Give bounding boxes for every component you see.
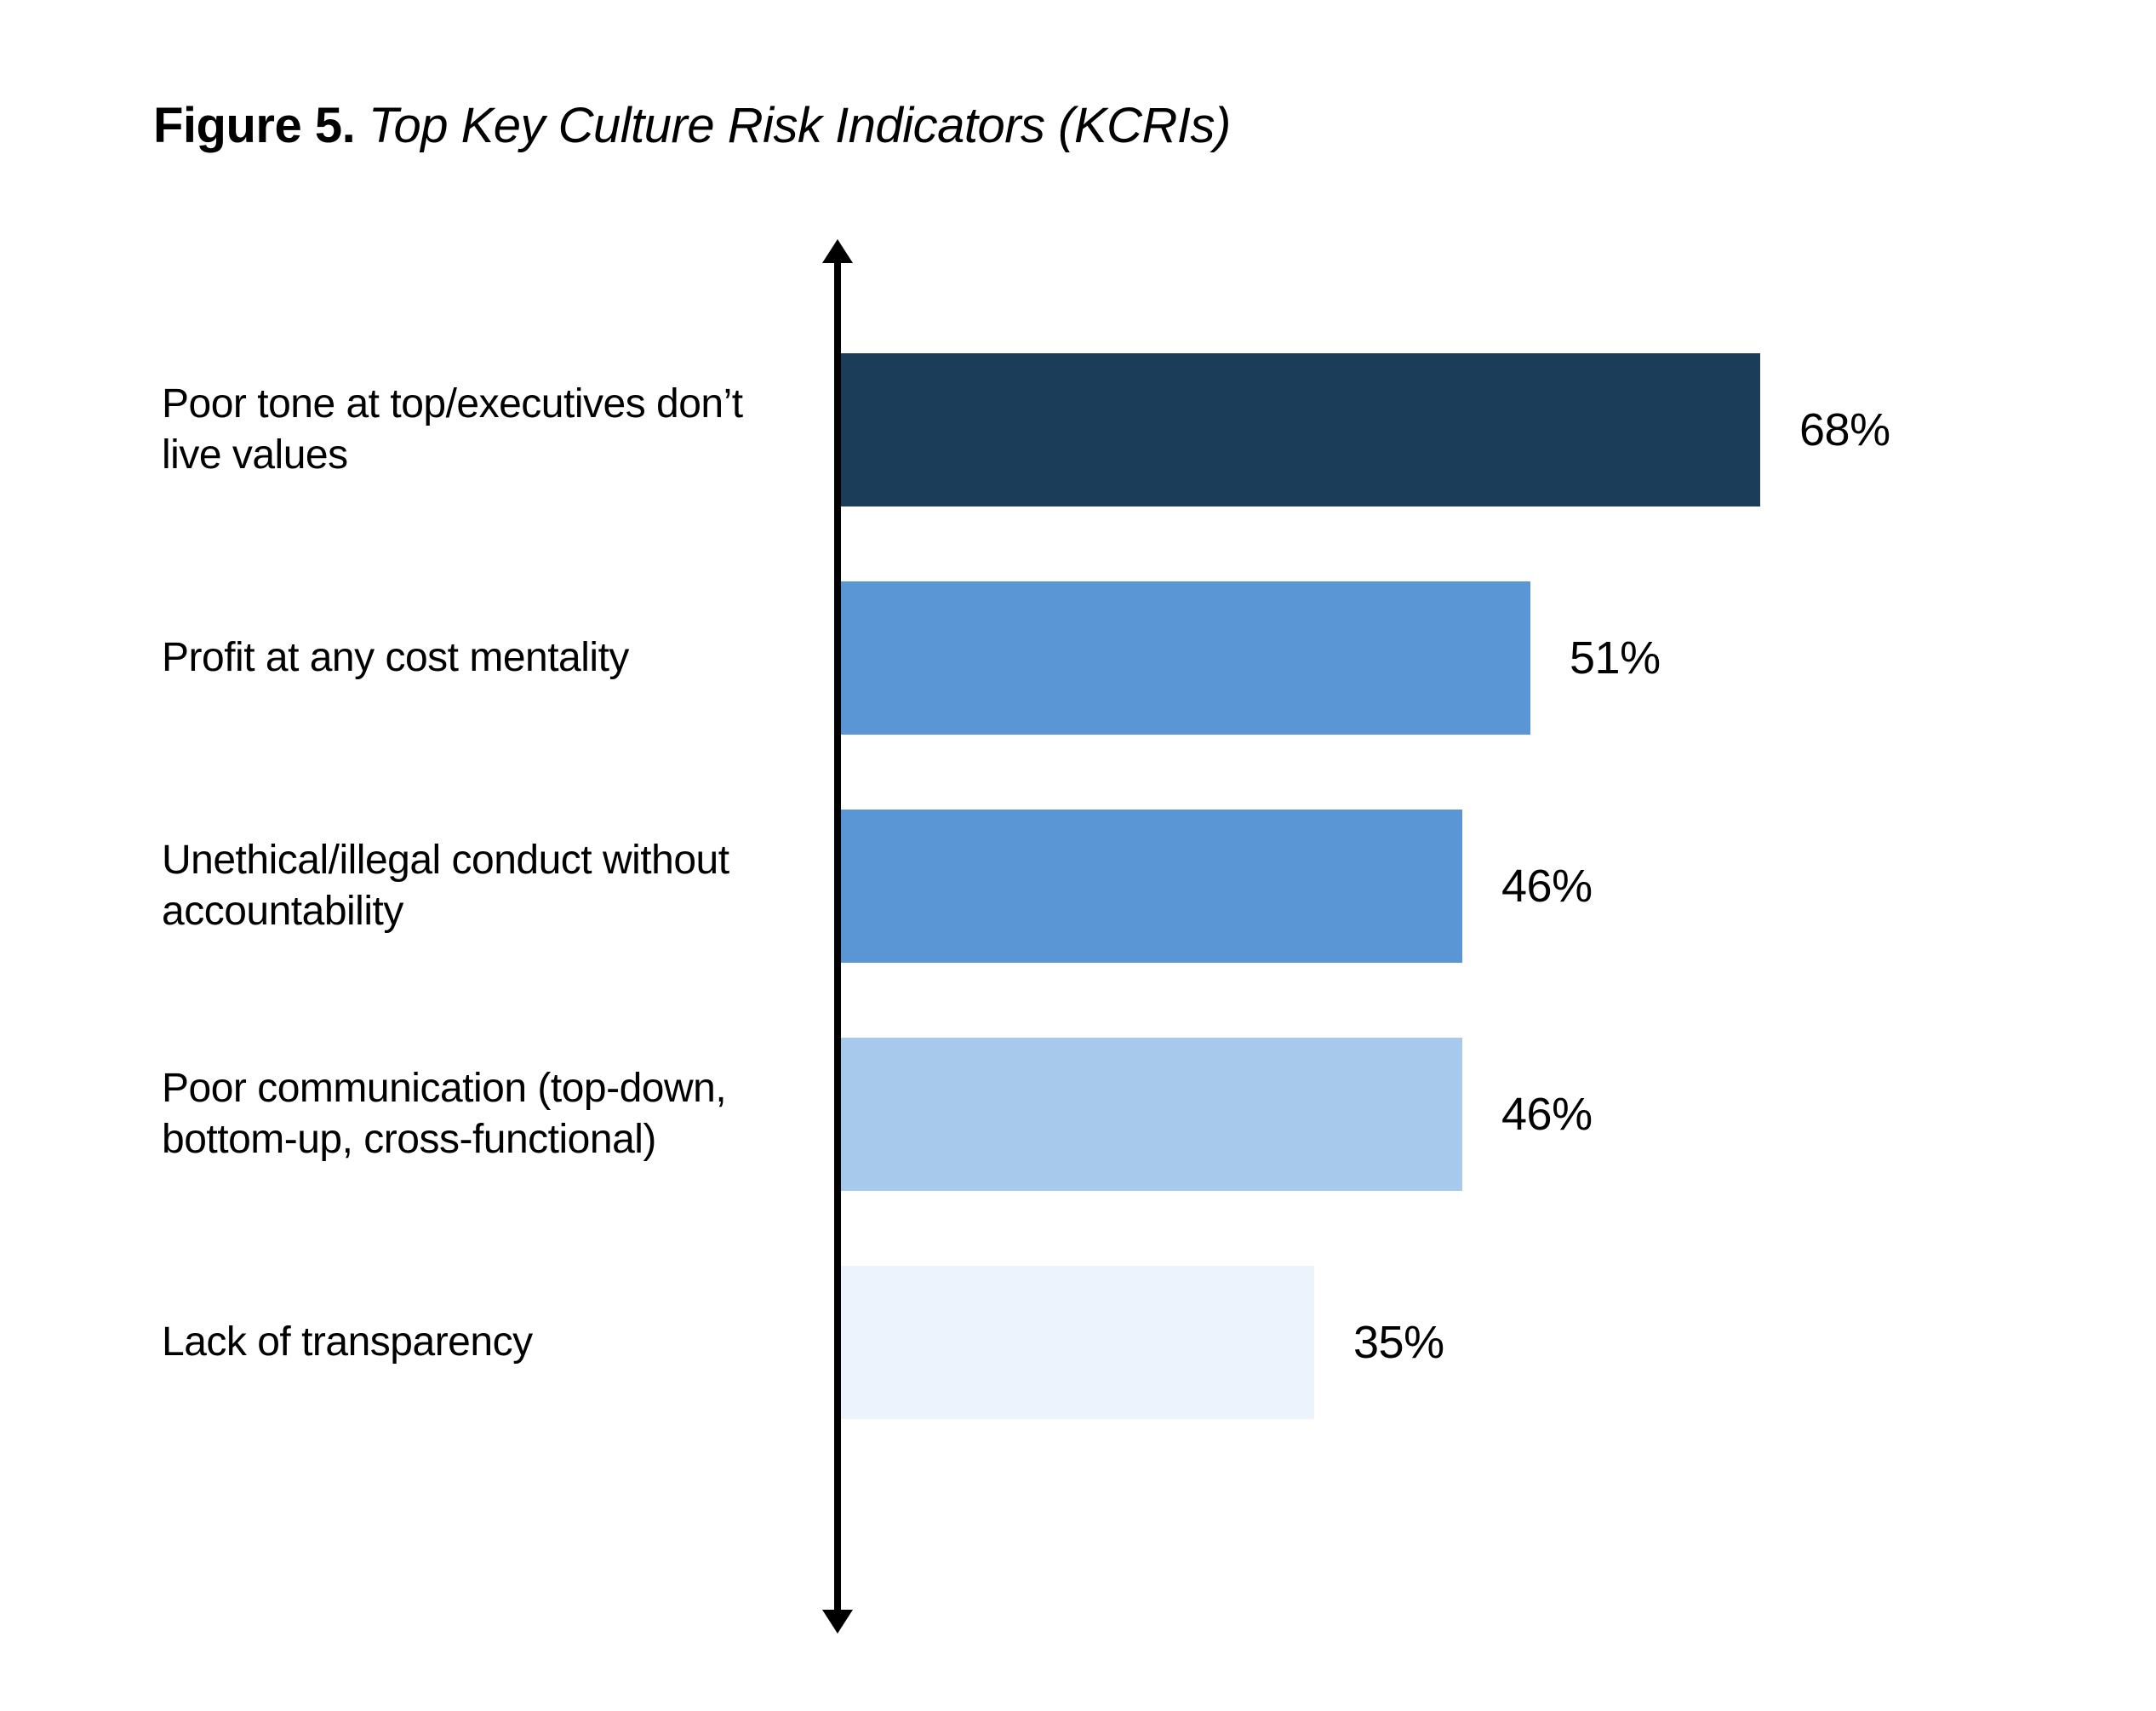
bar-track: 35% <box>841 1266 1444 1419</box>
bar-category-label: Unethical/illegal conduct without accoun… <box>162 835 834 937</box>
figure-container: Figure 5. Top Key Culture Risk Indicator… <box>0 0 2156 1711</box>
bar <box>841 1266 1314 1419</box>
figure-title-text: Top Key Culture Risk Indicators (KCRIs) <box>355 98 1231 153</box>
bar-row: Poor communication (top-down, bottom-up,… <box>162 1038 2003 1191</box>
bar-category-label: Poor communication (top-down, bottom-up,… <box>162 1063 834 1165</box>
bar-value-label: 46% <box>1501 860 1593 913</box>
figure-title-prefix: Figure 5. <box>153 98 355 153</box>
bar-rows: Poor tone at top/executives don’t live v… <box>162 260 2003 1513</box>
bar <box>841 810 1462 963</box>
bar-track: 46% <box>841 1038 1593 1191</box>
bar-category-label: Poor tone at top/executives don’t live v… <box>162 379 834 481</box>
bar-row: Poor tone at top/executives don’t live v… <box>162 353 2003 506</box>
bar-row: Profit at any cost mentality 51% <box>162 581 2003 735</box>
chart-area: Poor tone at top/executives don’t live v… <box>162 260 2003 1513</box>
axis-arrow-down-icon <box>822 1610 853 1634</box>
bar-track: 46% <box>841 810 1593 963</box>
bar <box>841 581 1530 735</box>
bar-value-label: 68% <box>1799 403 1890 456</box>
bar-value-label: 51% <box>1570 632 1661 684</box>
bar-track: 51% <box>841 581 1661 735</box>
bar-category-label: Profit at any cost mentality <box>162 632 834 684</box>
bar-category-label: Lack of transparency <box>162 1317 834 1368</box>
figure-title: Figure 5. Top Key Culture Risk Indicator… <box>153 94 2003 157</box>
bar-row: Lack of transparency 35% <box>162 1266 2003 1419</box>
bar-value-label: 46% <box>1501 1088 1593 1141</box>
bar-track: 68% <box>841 353 1890 506</box>
bar <box>841 353 1760 506</box>
bar-row: Unethical/illegal conduct without accoun… <box>162 810 2003 963</box>
bar-value-label: 35% <box>1353 1316 1444 1369</box>
bar <box>841 1038 1462 1191</box>
